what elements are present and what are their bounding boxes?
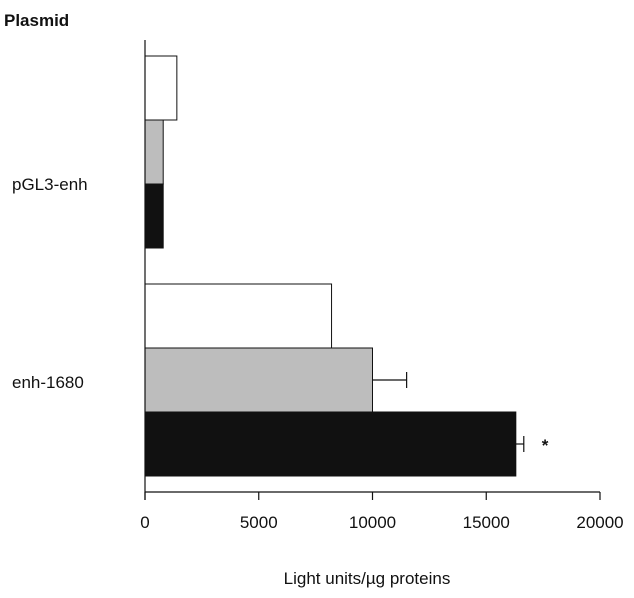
bar-enh-1680-series-2 [144,347,373,413]
bar-enh-1680-series-1 [144,283,333,349]
bar-pgl3-enh-series-2 [144,119,164,185]
category-label-enh-1680: enh-1680 [12,373,84,392]
error-bars-group [372,372,525,452]
annotations-group: * [542,436,549,455]
x-tick-label-15000: 15000 [463,513,510,532]
x-tick-label-0: 0 [140,513,149,532]
x-tick-label-20000: 20000 [576,513,623,532]
category-labels-group: pGL3-enh enh-1680 [12,175,88,392]
x-axis-label: Light units/µg proteins [284,569,451,588]
chart-title: Plasmid [4,11,69,30]
bar-enh-1680-series-3 [144,411,517,477]
x-ticks-group: 0 5000 10000 15000 20000 [140,492,624,532]
x-tick-label-10000: 10000 [349,513,396,532]
bars-group [144,55,517,477]
bar-pgl3-enh-series-1 [144,55,178,121]
bar-pgl3-enh-series-3 [144,183,164,249]
significance-annotation-1: * [542,436,549,455]
x-tick-label-5000: 5000 [240,513,278,532]
category-label-pgl3-enh: pGL3-enh [12,175,88,194]
